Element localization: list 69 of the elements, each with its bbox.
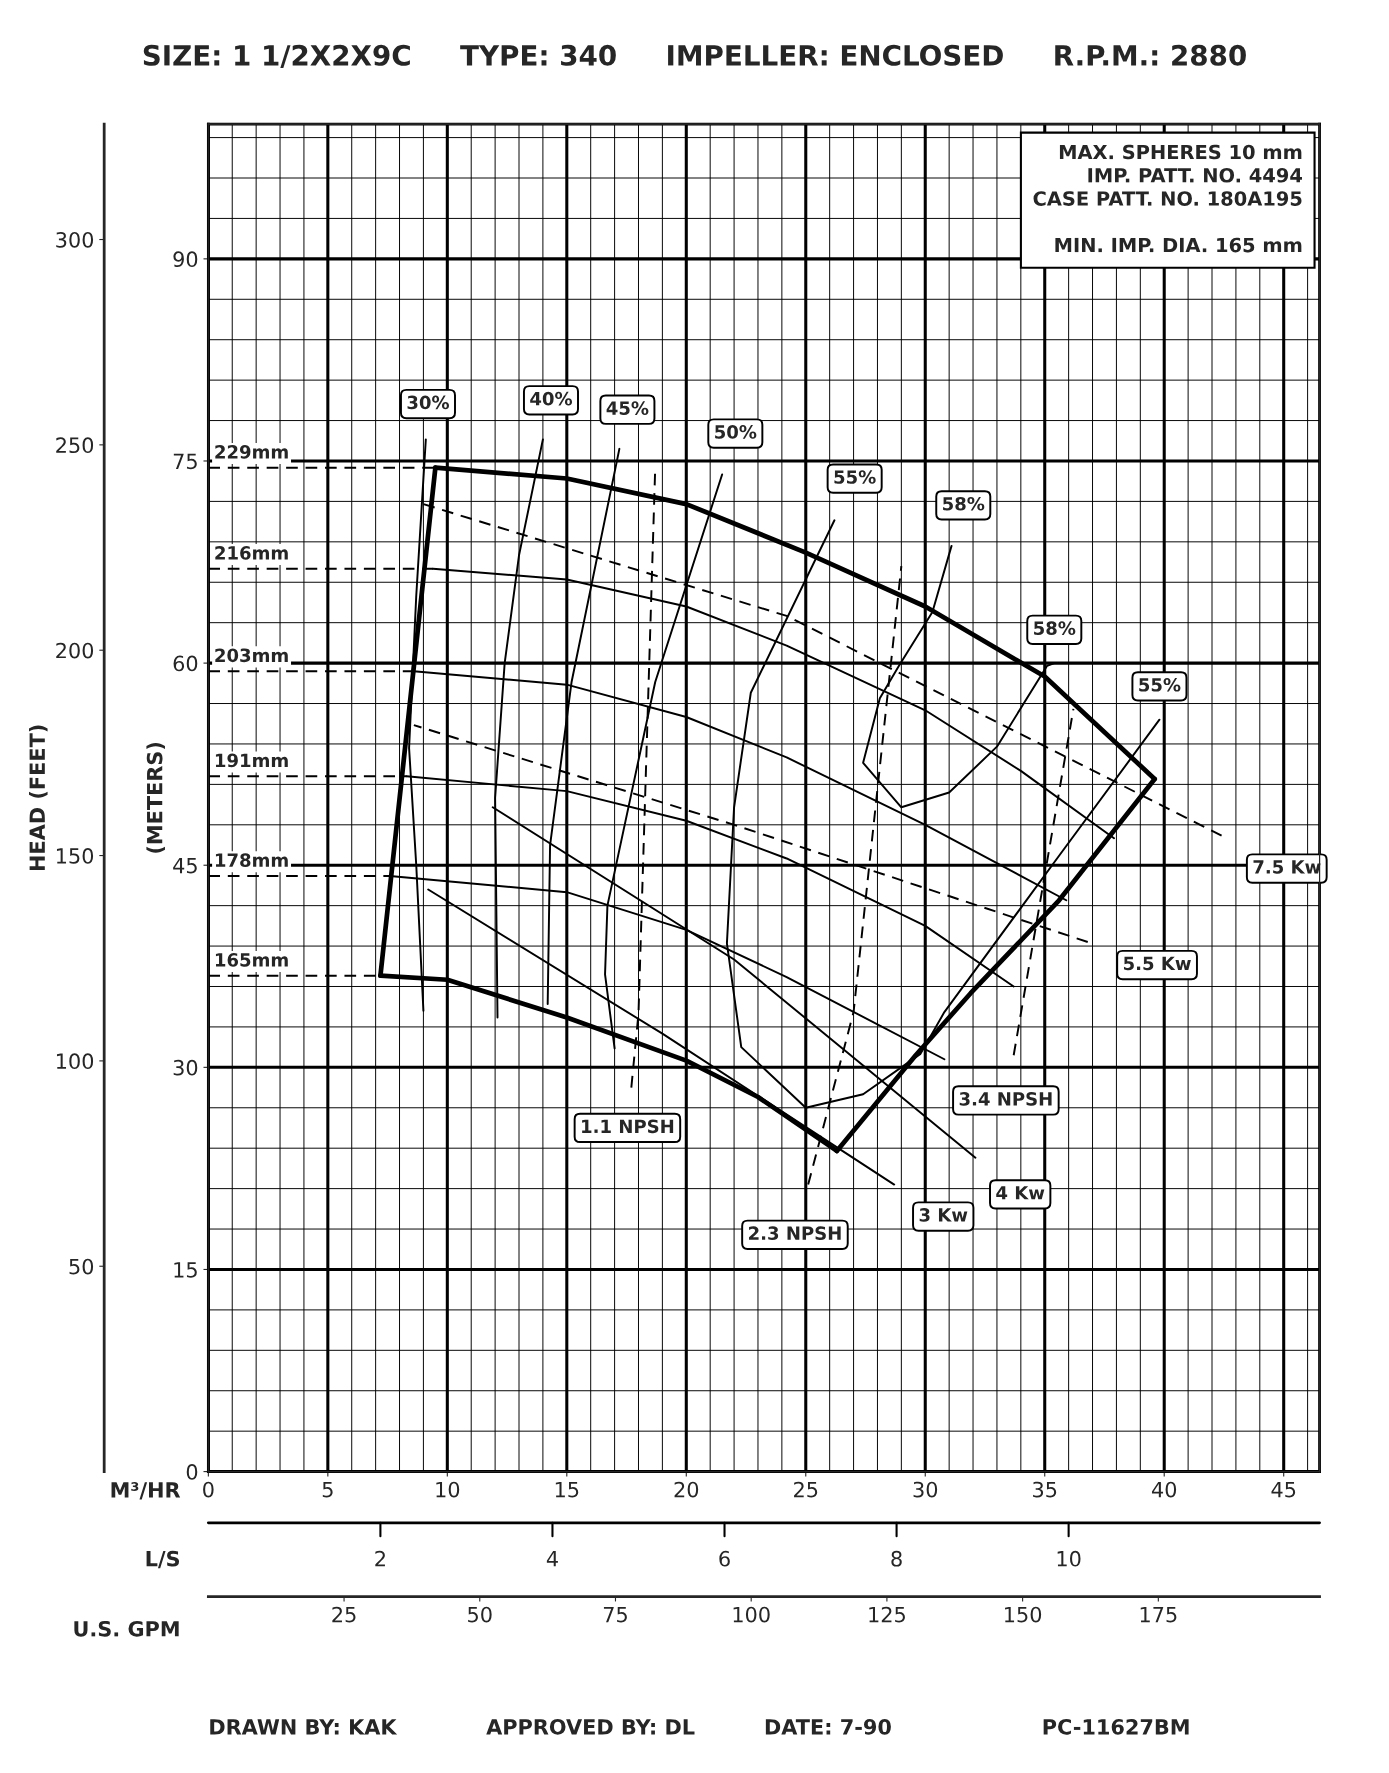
x2-axis-title: U.S. GPM bbox=[74, 1620, 179, 1637]
text: DATE: 7-90 bbox=[765, 1718, 891, 1735]
text: 3.4 NPSH bbox=[959, 1092, 1052, 1106]
text: L/S bbox=[146, 1550, 180, 1569]
chart-title: SIZE: 1 1/2X2X9C TYPE: 340 IMPELLER: ENCLOSED R.P.M.: 2880 bbox=[143, 44, 1246, 69]
x2-tick-label: 100 bbox=[733, 1606, 770, 1623]
annotation: 6 bbox=[719, 1550, 730, 1567]
annotation: 4 bbox=[546, 1551, 558, 1567]
series-label: 203mm bbox=[215, 648, 288, 663]
y2-tick-label: 250 bbox=[56, 437, 94, 454]
series-label: 165mm bbox=[215, 953, 288, 967]
legend-label: 45% bbox=[606, 401, 649, 415]
text: 2.3 NPSH bbox=[749, 1226, 841, 1240]
x-tick-label: 25 bbox=[794, 1481, 818, 1498]
y-tick-label: 15 bbox=[174, 1262, 197, 1278]
series-label: 4 Kw bbox=[996, 1186, 1045, 1200]
annotation: IMP. PATT. NO. 4494 bbox=[1088, 167, 1302, 183]
annotation: 2 bbox=[375, 1550, 385, 1567]
series-label: 216mm bbox=[215, 546, 288, 560]
y-tick-label: 60 bbox=[173, 655, 198, 672]
annotation: MIN. IMP. DIA. 165 mm bbox=[1055, 237, 1302, 253]
x-tick-label: 15 bbox=[555, 1481, 579, 1498]
x-tick-label: 5 bbox=[322, 1481, 333, 1498]
annotation: MAX. SPHERES 10 mm bbox=[1059, 144, 1302, 160]
text: PC-11627BM bbox=[1043, 1718, 1189, 1735]
x-tick-label: 10 bbox=[436, 1481, 460, 1498]
series-label: 3 Kw bbox=[919, 1208, 968, 1222]
x2-tick-label: 25 bbox=[332, 1606, 356, 1623]
text: 58% bbox=[943, 496, 985, 511]
text: 1.1 NPSH bbox=[582, 1119, 674, 1134]
y2-tick-label: 200 bbox=[56, 642, 94, 659]
y2-tick-label: 100 bbox=[56, 1053, 94, 1070]
x2-tick-label: 50 bbox=[468, 1606, 492, 1623]
annotation: 10 bbox=[1057, 1550, 1081, 1567]
x-axis-title: M³/HR bbox=[111, 1482, 181, 1500]
series-label: 178mm bbox=[215, 853, 288, 867]
text: 5.5 Kw bbox=[1123, 956, 1191, 971]
text: DRAWN BY: KAK bbox=[210, 1719, 398, 1735]
y-axis-title: (METERS) bbox=[146, 742, 165, 853]
x-tick-label: 45 bbox=[1271, 1481, 1296, 1498]
x-tick-label: 30 bbox=[913, 1481, 938, 1498]
annotation: 58% bbox=[1034, 621, 1076, 636]
y-tick-label: 0 bbox=[186, 1464, 198, 1480]
y-tick-label: 30 bbox=[173, 1059, 198, 1076]
x-tick-label: 20 bbox=[674, 1481, 699, 1498]
text: 40% bbox=[530, 391, 573, 406]
x2-tick-label: 150 bbox=[1005, 1606, 1042, 1623]
y-tick-label: 90 bbox=[173, 251, 198, 268]
text: APPROVED BY: DL bbox=[486, 1718, 695, 1735]
series-label: 191mm bbox=[215, 753, 288, 768]
y2-tick-label: 300 bbox=[56, 231, 94, 248]
y2-axis-title: HEAD (FEET) bbox=[29, 725, 48, 871]
annotation: 8 bbox=[891, 1550, 902, 1567]
x-tick-label: 35 bbox=[1033, 1481, 1057, 1498]
annotation: 55% bbox=[1139, 677, 1181, 692]
y2-tick-label: 50 bbox=[69, 1258, 94, 1275]
text: 55% bbox=[834, 470, 876, 484]
x2-tick-label: 175 bbox=[1140, 1606, 1177, 1623]
x2-tick-label: 75 bbox=[603, 1606, 627, 1623]
text: 50% bbox=[715, 425, 757, 439]
series-label: 30% bbox=[407, 395, 450, 410]
x2-tick-label: 125 bbox=[869, 1606, 905, 1623]
y-tick-label: 45 bbox=[173, 857, 197, 874]
x-tick-label: 0 bbox=[203, 1481, 214, 1498]
y-tick-label: 75 bbox=[173, 453, 197, 470]
series-label: 229mm bbox=[215, 445, 288, 459]
x-tick-label: 40 bbox=[1151, 1481, 1177, 1498]
annotation: CASE PATT. NO. 180A195 bbox=[1033, 191, 1302, 206]
y2-tick-label: 150 bbox=[56, 848, 94, 864]
